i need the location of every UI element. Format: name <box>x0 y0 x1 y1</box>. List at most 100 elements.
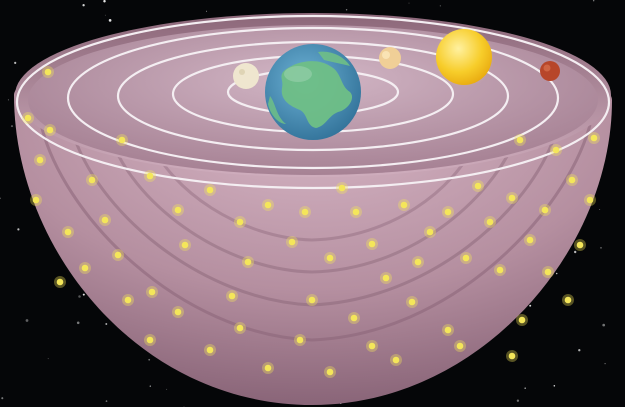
background-star <box>166 388 168 390</box>
sphere-star <box>444 208 452 216</box>
moon-icon <box>233 63 259 89</box>
sphere-star <box>338 184 346 192</box>
venus-icon <box>379 47 401 69</box>
background-star <box>592 0 595 2</box>
sphere-star <box>88 176 96 184</box>
shell-layer <box>108 134 517 274</box>
sphere-star <box>326 254 334 262</box>
background-star <box>78 295 81 298</box>
background-star <box>604 362 606 365</box>
sphere-star <box>288 238 296 246</box>
sphere-star <box>352 208 360 216</box>
sphere-star <box>414 258 422 266</box>
sphere-star <box>576 241 584 249</box>
orbit-ring <box>15 14 611 190</box>
sphere-star <box>541 206 549 214</box>
sphere-star <box>326 368 334 376</box>
sphere-star <box>118 136 126 144</box>
mars-icon <box>540 61 560 81</box>
background-star <box>25 319 29 322</box>
background-star <box>529 304 532 307</box>
sphere-star <box>444 326 452 334</box>
shell-layer <box>38 119 592 342</box>
sphere-star <box>301 208 309 216</box>
background-star <box>10 125 14 128</box>
background-star <box>82 293 85 296</box>
sphere-star <box>64 228 72 236</box>
background-star <box>600 247 602 249</box>
background-star <box>516 399 520 402</box>
background-star <box>1 397 4 400</box>
sphere-star <box>264 364 272 372</box>
background-star <box>408 2 410 4</box>
background-star <box>345 9 348 11</box>
background-star <box>17 228 20 231</box>
sphere-star <box>308 296 316 304</box>
sphere-star <box>474 182 482 190</box>
shell-layer <box>148 139 477 242</box>
background-star <box>574 250 577 254</box>
sphere-star <box>508 194 516 202</box>
sphere-star <box>400 201 408 209</box>
sphere-star <box>24 114 32 122</box>
sphere-star <box>368 240 376 248</box>
sphere-star <box>516 136 524 144</box>
sphere-star <box>146 336 154 344</box>
sphere-star <box>496 266 504 274</box>
nested-shells <box>38 119 592 342</box>
sphere-star <box>148 288 156 296</box>
sphere-star <box>544 268 552 276</box>
sphere-star <box>46 126 54 134</box>
sphere-stars <box>22 66 600 378</box>
sphere-star <box>408 298 416 306</box>
sphere-star <box>32 196 40 204</box>
sphere-star <box>44 68 52 76</box>
background-star <box>76 321 80 325</box>
background-star <box>148 358 151 361</box>
sphere-star <box>456 342 464 350</box>
sphere-star <box>36 156 44 164</box>
sphere-star <box>206 186 214 194</box>
background-star <box>602 323 606 327</box>
sphere-star <box>586 196 594 204</box>
earth-globe-icon <box>265 44 361 140</box>
background-star <box>578 349 581 352</box>
sphere-star <box>350 314 358 322</box>
background-star <box>103 0 106 3</box>
sphere-star <box>181 241 189 249</box>
background-star <box>108 19 112 22</box>
sphere-star <box>244 258 252 266</box>
sphere-star <box>426 228 434 236</box>
background-star <box>206 10 208 12</box>
sphere-star <box>81 264 89 272</box>
background-star <box>0 197 1 200</box>
sphere-star <box>236 218 244 226</box>
sun-icon <box>433 26 495 88</box>
sphere-star <box>174 308 182 316</box>
sphere-star <box>552 146 560 154</box>
sphere-star <box>568 176 576 184</box>
sphere-star <box>508 352 516 360</box>
sphere-star <box>206 346 214 354</box>
background-star <box>7 99 9 101</box>
background-star <box>553 385 556 387</box>
background-star <box>47 358 49 360</box>
sphere-star <box>236 324 244 332</box>
sphere-star <box>392 356 400 364</box>
shell-layer <box>70 129 557 307</box>
background-star <box>104 14 106 16</box>
background-star <box>82 4 85 7</box>
background-star <box>524 387 526 390</box>
background-star <box>14 61 17 65</box>
sphere-star <box>101 216 109 224</box>
background-star <box>105 400 108 402</box>
orbit-ring <box>66 26 560 170</box>
background-star <box>149 385 151 387</box>
sphere-star <box>124 296 132 304</box>
sphere-star <box>526 236 534 244</box>
background-star <box>555 272 558 275</box>
sphere-star <box>564 296 572 304</box>
sphere-star <box>56 278 64 286</box>
sphere-star <box>518 316 526 324</box>
